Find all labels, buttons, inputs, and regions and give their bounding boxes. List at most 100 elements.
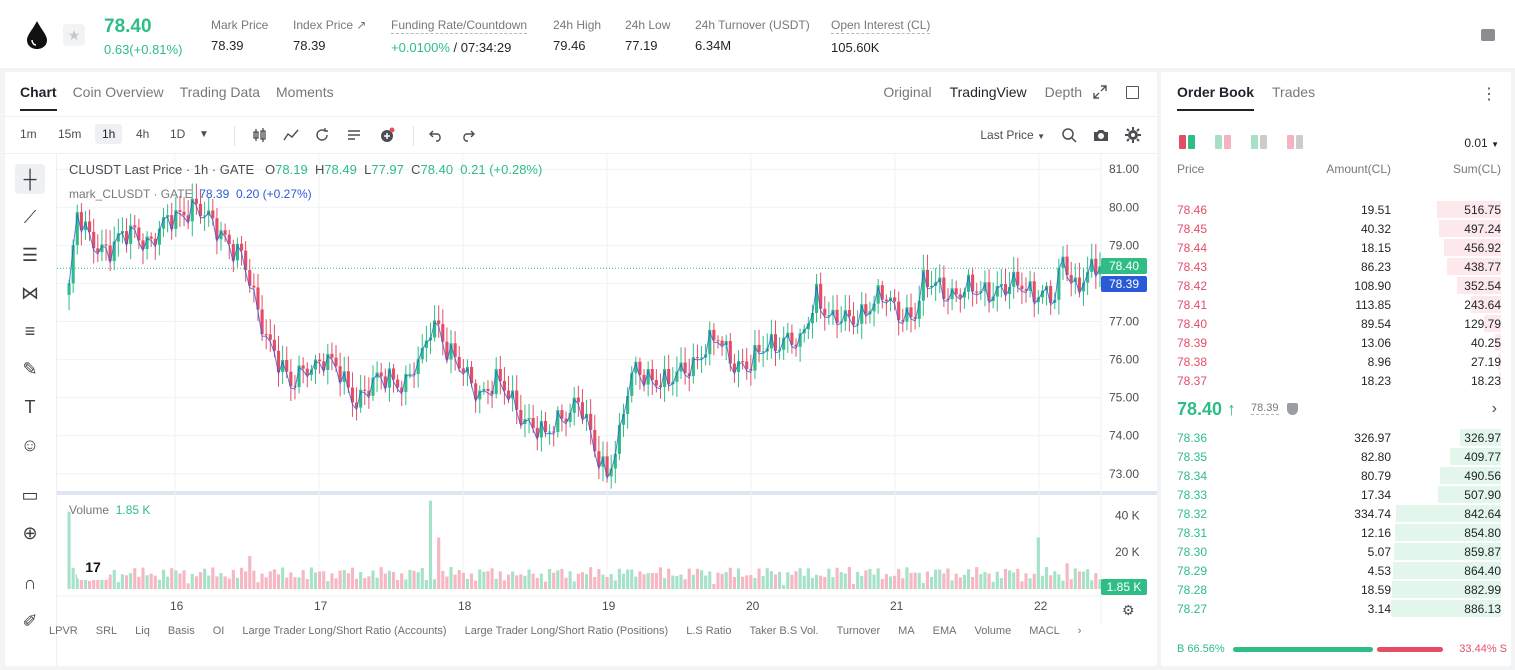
candle-body bbox=[461, 368, 465, 373]
ask-row[interactable]: 78.40 89.54 129.79 bbox=[1161, 314, 1511, 333]
bid-row[interactable]: 78.29 4.53 864.40 bbox=[1161, 561, 1511, 580]
mode-split-icon[interactable] bbox=[1215, 135, 1231, 149]
book-icon[interactable] bbox=[1481, 29, 1495, 41]
list-icon[interactable] bbox=[346, 127, 362, 143]
tab-trades[interactable]: Trades bbox=[1272, 84, 1316, 100]
tab-moments[interactable]: Moments bbox=[276, 84, 334, 100]
fib-icon[interactable]: ≡ bbox=[24, 321, 36, 341]
indicator-large-trader-positions[interactable]: Large Trader Long/Short Ratio (Positions… bbox=[464, 625, 669, 637]
ask-row[interactable]: 78.46 19.51 516.75 bbox=[1161, 200, 1511, 219]
chevron-right-icon[interactable]: › bbox=[1491, 400, 1497, 417]
text-icon[interactable]: T bbox=[24, 397, 36, 417]
ask-row[interactable]: 78.39 13.06 40.25 bbox=[1161, 333, 1511, 352]
magnet-icon[interactable]: ∩ bbox=[23, 573, 37, 593]
bid-row[interactable]: 78.28 18.59 882.99 bbox=[1161, 580, 1511, 599]
interval-1h[interactable]: 1h bbox=[95, 124, 123, 144]
tab-order-book[interactable]: Order Book bbox=[1177, 84, 1255, 111]
volume-bar bbox=[363, 578, 367, 589]
volume-bar bbox=[112, 570, 116, 589]
bid-row[interactable]: 78.32 334.74 842.64 bbox=[1161, 504, 1511, 523]
volume-bar bbox=[856, 571, 860, 589]
expand-icon[interactable] bbox=[1093, 85, 1107, 99]
emoji-icon[interactable]: ☺ bbox=[20, 435, 40, 455]
mode-asks-icon[interactable] bbox=[1287, 135, 1303, 149]
volume-bar bbox=[166, 576, 170, 589]
indicator-large-trader-accounts[interactable]: Large Trader Long/Short Ratio (Accounts) bbox=[242, 625, 447, 637]
ask-row[interactable]: 78.44 18.15 456.92 bbox=[1161, 238, 1511, 257]
window-icon[interactable] bbox=[1126, 86, 1139, 99]
tab-trading-data[interactable]: Trading Data bbox=[179, 84, 261, 100]
bid-row[interactable]: 78.31 12.16 854.80 bbox=[1161, 523, 1511, 542]
indicator-ls-ratio[interactable]: L.S Ratio bbox=[686, 625, 732, 637]
tradingview-logo[interactable]: 17 bbox=[77, 554, 109, 580]
interval-4h[interactable]: 4h bbox=[136, 127, 150, 141]
mode-both-icon[interactable] bbox=[1179, 135, 1195, 149]
bid-row[interactable]: 78.34 80.79 490.56 bbox=[1161, 466, 1511, 485]
ask-row[interactable]: 78.45 40.32 497.24 bbox=[1161, 219, 1511, 238]
chart-settings-icon[interactable]: ⚙ bbox=[1122, 602, 1135, 618]
indicator-macd[interactable]: MACL bbox=[1029, 625, 1060, 637]
bid-row[interactable]: 78.30 5.07 859.87 bbox=[1161, 542, 1511, 561]
volume-bar bbox=[293, 577, 297, 589]
pattern-icon[interactable]: ⋈ bbox=[21, 283, 39, 303]
indicator-turnover[interactable]: Turnover bbox=[836, 625, 881, 637]
view-original[interactable]: Original bbox=[883, 84, 932, 100]
undo-icon[interactable] bbox=[428, 127, 444, 143]
brush-icon[interactable]: ✎ bbox=[22, 359, 38, 379]
bid-row[interactable]: 78.33 17.34 507.90 bbox=[1161, 485, 1511, 504]
mode-bids-icon[interactable] bbox=[1251, 135, 1267, 149]
ask-row[interactable]: 78.43 86.23 438.77 bbox=[1161, 257, 1511, 276]
precision-select[interactable]: 0.01 ▼ bbox=[1464, 136, 1499, 150]
indicator-volume[interactable]: Volume bbox=[974, 625, 1012, 637]
depth-bar bbox=[1484, 315, 1501, 332]
camera-icon[interactable] bbox=[1093, 127, 1109, 143]
bid-row[interactable]: 78.27 3.14 886.13 bbox=[1161, 599, 1511, 618]
pencil-lock-icon[interactable]: ✐ bbox=[22, 611, 38, 631]
row-sum: 886.13 bbox=[1464, 602, 1501, 616]
ask-row[interactable]: 78.41 113.85 243.64 bbox=[1161, 295, 1511, 314]
stat-index-price[interactable]: Index Price ↗ 78.39 bbox=[293, 18, 367, 53]
view-depth[interactable]: Depth bbox=[1044, 84, 1082, 100]
interval-15m[interactable]: 15m bbox=[58, 127, 82, 141]
crosshair-icon[interactable]: ┼ bbox=[15, 164, 45, 194]
ask-row[interactable]: 78.38 8.96 27.19 bbox=[1161, 352, 1511, 371]
view-tradingview[interactable]: TradingView bbox=[949, 84, 1027, 100]
indicator-ma[interactable]: MA bbox=[898, 625, 915, 637]
chevron-down-icon[interactable]: ▼ bbox=[199, 129, 209, 140]
search-icon[interactable] bbox=[1061, 127, 1077, 143]
replay-icon[interactable] bbox=[314, 127, 330, 143]
candle-body bbox=[120, 231, 125, 234]
price-source-select[interactable]: Last Price ▼ bbox=[980, 128, 1045, 142]
chart-panel: Chart Coin Overview Trading Data Moments… bbox=[5, 72, 1157, 666]
indicator-icon[interactable] bbox=[283, 127, 299, 143]
bid-row[interactable]: 78.35 82.80 409.77 bbox=[1161, 447, 1511, 466]
indicator-lpvr[interactable]: LPVR bbox=[49, 625, 78, 637]
bid-row[interactable]: 78.36 326.97 326.97 bbox=[1161, 428, 1511, 447]
ask-row[interactable]: 78.42 108.90 352.54 bbox=[1161, 276, 1511, 295]
indicator-ema[interactable]: EMA bbox=[932, 625, 957, 637]
candles-icon[interactable] bbox=[252, 127, 268, 143]
indicator-basis[interactable]: Basis bbox=[167, 625, 195, 637]
horizontal-lines-icon[interactable]: ☰ bbox=[21, 245, 39, 265]
ruler-icon[interactable]: ▭ bbox=[21, 485, 39, 505]
zoom-in-icon[interactable]: ⊕ bbox=[22, 523, 38, 543]
redo-icon[interactable] bbox=[460, 127, 476, 143]
tab-chart[interactable]: Chart bbox=[20, 84, 57, 111]
favorite-star-icon[interactable]: ★ bbox=[63, 24, 85, 46]
indicator-liq[interactable]: Liq bbox=[135, 625, 150, 637]
add-icon[interactable] bbox=[379, 127, 395, 143]
candle-body bbox=[1086, 271, 1090, 283]
chevron-right-icon[interactable]: › bbox=[1077, 625, 1082, 637]
more-icon[interactable]: ⋮ bbox=[1481, 86, 1497, 103]
interval-1d[interactable]: 1D bbox=[170, 127, 186, 141]
indicator-taker-vol[interactable]: Taker B.S Vol. bbox=[749, 625, 819, 637]
indicator-srl[interactable]: SRL bbox=[95, 625, 118, 637]
trendline-icon[interactable]: ⟋ bbox=[23, 207, 37, 227]
price-chart[interactable]: 73.0074.0075.0076.0077.0078.0079.0080.00… bbox=[57, 154, 1157, 666]
tab-coin-overview[interactable]: Coin Overview bbox=[72, 84, 164, 100]
indicator-oi[interactable]: OI bbox=[212, 625, 225, 637]
interval-1m[interactable]: 1m bbox=[20, 127, 37, 141]
ask-row[interactable]: 78.37 18.23 18.23 bbox=[1161, 371, 1511, 390]
row-price: 78.39 bbox=[1177, 336, 1208, 350]
settings-icon[interactable] bbox=[1125, 127, 1141, 143]
